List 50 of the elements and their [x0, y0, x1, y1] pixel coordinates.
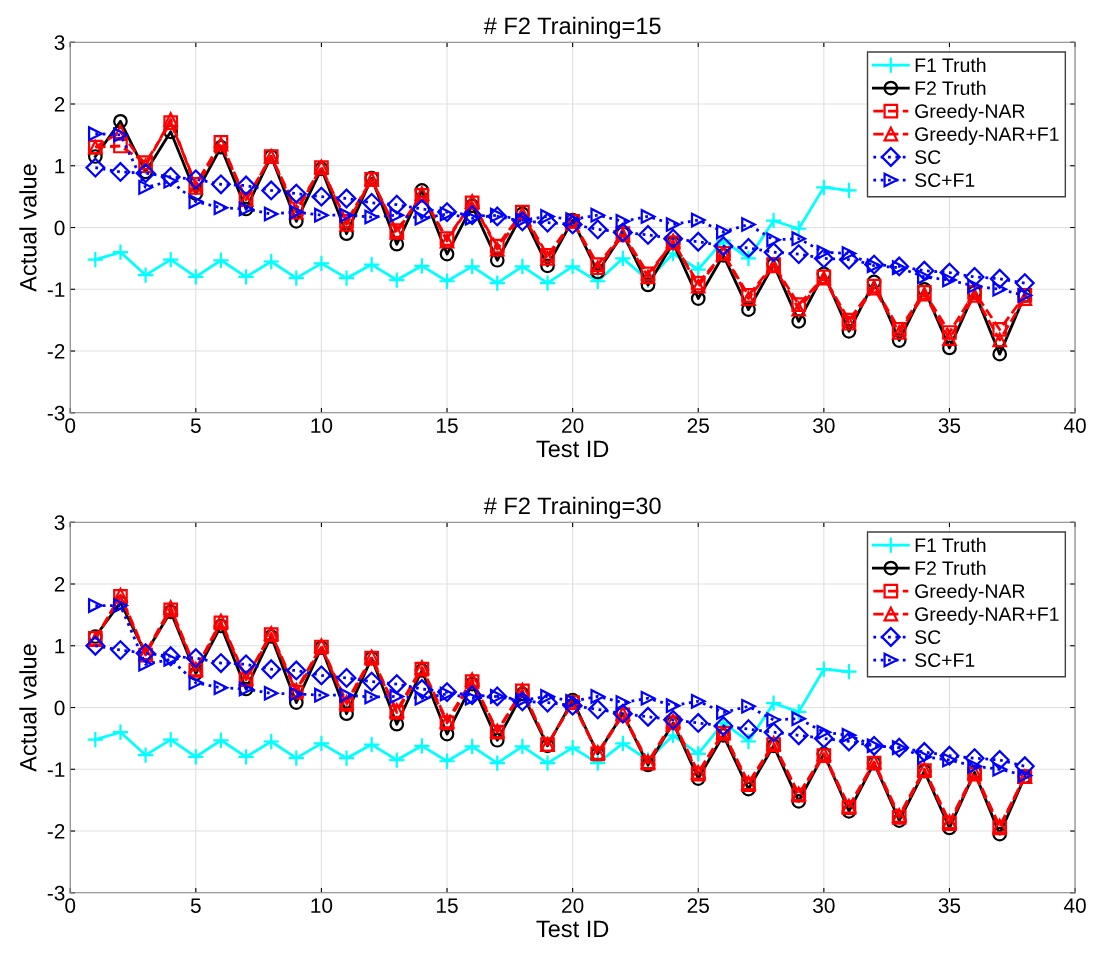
x-tick-label: 30	[813, 898, 835, 913]
x-tick-label: 35	[938, 898, 961, 913]
chart-title: # F2 Training=30	[483, 496, 661, 519]
y-tick-label: -3	[47, 885, 65, 901]
x-tick-label: 30	[813, 418, 835, 433]
y-tick-label: -2	[47, 824, 65, 839]
y-tick-label: 2	[54, 97, 65, 112]
x-tick-label: 15	[437, 418, 458, 433]
y-axis-title: Actual value	[19, 164, 37, 292]
y-tick-label: -1	[47, 762, 65, 777]
y-tick-label: 1	[55, 158, 65, 174]
y-tick-label: 3	[54, 35, 65, 50]
y-tick-label: 0	[54, 700, 65, 716]
x-tick-label: 35	[938, 418, 961, 433]
y-tick-label: 2	[54, 577, 65, 592]
x-tick-label: 40	[1063, 898, 1086, 913]
x-tick-label: 25	[687, 418, 709, 433]
y-tick-label: 0	[54, 220, 65, 236]
x-axis-title: Test ID	[536, 920, 609, 938]
legend-label: F2 Truth	[915, 80, 986, 96]
legend-label: SC	[915, 630, 941, 645]
x-tick-label: 5	[190, 898, 201, 913]
legend-label: Greedy-NAR+F1	[915, 126, 1059, 145]
legend-label: Greedy-NAR	[915, 103, 1025, 122]
x-tick-label: 10	[311, 418, 333, 433]
y-tick-label: 3	[54, 515, 65, 530]
legend-label: F1 Truth	[915, 537, 986, 553]
x-tick-label: 15	[437, 898, 458, 913]
x-tick-label: 10	[311, 898, 333, 913]
legend-label: Greedy-NAR	[915, 583, 1025, 602]
legend-label: SC+F1	[915, 173, 975, 188]
legend-label: SC	[915, 150, 941, 165]
x-tick-label: 5	[190, 418, 201, 433]
y-tick-label: 1	[55, 638, 65, 654]
x-tick-label: 40	[1063, 418, 1086, 433]
legend-label: F1 Truth	[915, 57, 986, 73]
x-tick-label: 20	[562, 898, 584, 913]
chart-title: # F2 Training=15	[483, 16, 661, 39]
y-tick-label: -1	[47, 282, 65, 297]
y-axis-title: Actual value	[19, 644, 37, 772]
legend-label: SC+F1	[915, 653, 975, 668]
y-tick-label: -3	[47, 405, 65, 421]
x-axis-title: Test ID	[536, 440, 609, 458]
legend-label: F2 Truth	[915, 560, 986, 576]
x-tick-label: 0	[65, 898, 76, 913]
y-tick-label: -2	[47, 344, 65, 359]
x-tick-label: 20	[562, 418, 584, 433]
x-tick-label: 25	[687, 898, 709, 913]
legend-label: Greedy-NAR+F1	[915, 606, 1059, 625]
x-tick-label: 0	[65, 418, 76, 433]
